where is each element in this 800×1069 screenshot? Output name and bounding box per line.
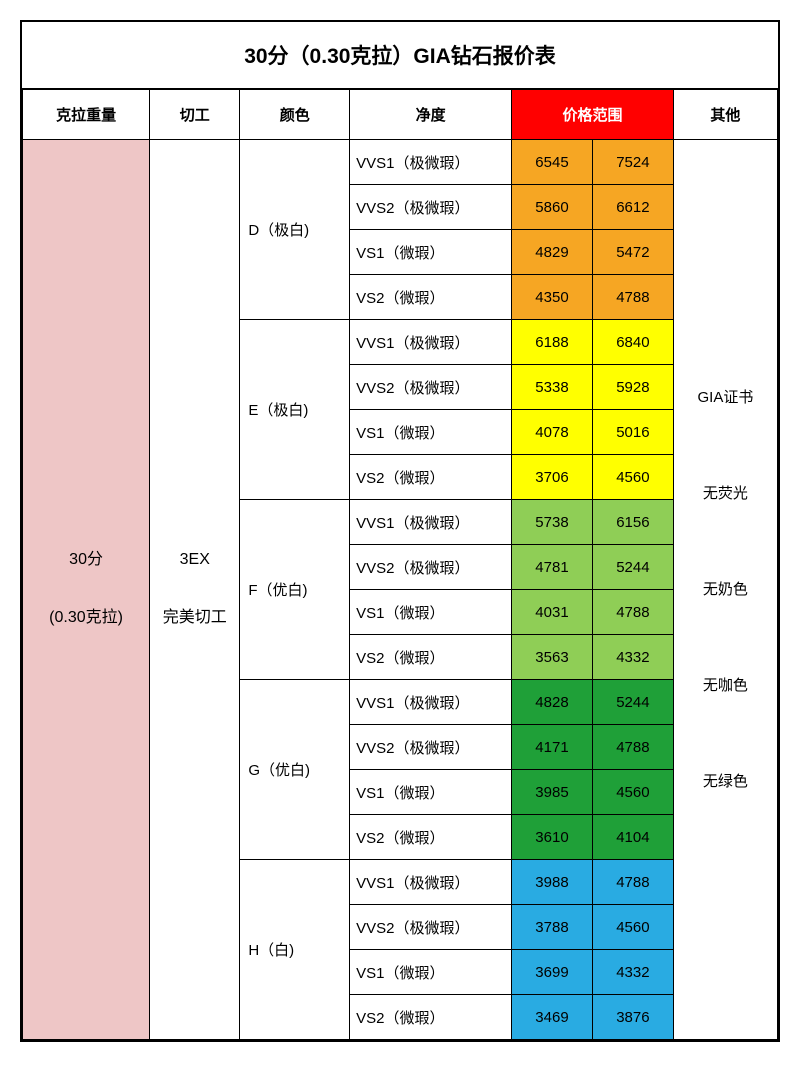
main-title: 30分（0.30克拉）GIA钻石报价表 [22, 22, 778, 89]
price-high: 4560 [592, 905, 673, 950]
header-price: 价格范围 [512, 90, 674, 140]
price-high: 5244 [592, 680, 673, 725]
price-low: 4829 [512, 230, 593, 275]
price-high: 5016 [592, 410, 673, 455]
price-low: 6545 [512, 140, 593, 185]
price-low: 3469 [512, 995, 593, 1040]
price-high: 4788 [592, 860, 673, 905]
price-low: 4828 [512, 680, 593, 725]
clarity-cell: VVS2（极微瑕） [350, 185, 512, 230]
carat-cell: 30分(0.30克拉) [23, 140, 150, 1040]
table-body: 30分(0.30克拉)3EX完美切工D（极白)VVS1（极微瑕）65457524… [23, 140, 778, 1040]
price-high: 4560 [592, 770, 673, 815]
price-low: 3563 [512, 635, 593, 680]
price-low: 3610 [512, 815, 593, 860]
price-high: 4560 [592, 455, 673, 500]
price-high: 6156 [592, 500, 673, 545]
price-high: 4332 [592, 950, 673, 995]
color-cell: D（极白) [240, 140, 350, 320]
price-high: 4332 [592, 635, 673, 680]
price-high: 4788 [592, 275, 673, 320]
clarity-cell: VVS2（极微瑕） [350, 545, 512, 590]
price-low: 3788 [512, 905, 593, 950]
price-high: 4104 [592, 815, 673, 860]
clarity-cell: VVS1（极微瑕） [350, 860, 512, 905]
price-low: 6188 [512, 320, 593, 365]
table-row: 30分(0.30克拉)3EX完美切工D（极白)VVS1（极微瑕）65457524… [23, 140, 778, 185]
price-high: 4788 [592, 590, 673, 635]
price-low: 5338 [512, 365, 593, 410]
clarity-cell: VVS1（极微瑕） [350, 500, 512, 545]
clarity-cell: VS1（微瑕） [350, 950, 512, 995]
price-high: 7524 [592, 140, 673, 185]
price-table-container: 30分（0.30克拉）GIA钻石报价表 克拉重量 切工 颜色 净度 价格范围 其… [20, 20, 780, 1042]
price-low: 4031 [512, 590, 593, 635]
price-low: 3985 [512, 770, 593, 815]
clarity-cell: VS2（微瑕） [350, 275, 512, 320]
price-low: 4350 [512, 275, 593, 320]
color-cell: G（优白) [240, 680, 350, 860]
header-color: 颜色 [240, 90, 350, 140]
price-high: 5244 [592, 545, 673, 590]
header-row: 克拉重量 切工 颜色 净度 价格范围 其他 [23, 90, 778, 140]
price-low: 4781 [512, 545, 593, 590]
price-high: 4788 [592, 725, 673, 770]
other-cell: GIA证书无荧光无奶色无咖色无绿色 [673, 140, 777, 1040]
color-cell: F（优白) [240, 500, 350, 680]
price-low: 4171 [512, 725, 593, 770]
clarity-cell: VS2（微瑕） [350, 635, 512, 680]
clarity-cell: VVS1（极微瑕） [350, 680, 512, 725]
price-table: 克拉重量 切工 颜色 净度 价格范围 其他 30分(0.30克拉)3EX完美切工… [22, 89, 778, 1040]
clarity-cell: VS2（微瑕） [350, 815, 512, 860]
header-clarity: 净度 [350, 90, 512, 140]
clarity-cell: VS1（微瑕） [350, 230, 512, 275]
price-low: 3699 [512, 950, 593, 995]
clarity-cell: VS2（微瑕） [350, 995, 512, 1040]
price-high: 5472 [592, 230, 673, 275]
price-low: 4078 [512, 410, 593, 455]
price-low: 5860 [512, 185, 593, 230]
color-cell: H（白) [240, 860, 350, 1040]
header-other: 其他 [673, 90, 777, 140]
clarity-cell: VVS2（极微瑕） [350, 905, 512, 950]
cut-cell: 3EX完美切工 [150, 140, 240, 1040]
clarity-cell: VS1（微瑕） [350, 770, 512, 815]
clarity-cell: VVS1（极微瑕） [350, 140, 512, 185]
clarity-cell: VVS2（极微瑕） [350, 725, 512, 770]
price-low: 5738 [512, 500, 593, 545]
price-high: 6612 [592, 185, 673, 230]
price-low: 3706 [512, 455, 593, 500]
clarity-cell: VS1（微瑕） [350, 410, 512, 455]
price-low: 3988 [512, 860, 593, 905]
clarity-cell: VS2（微瑕） [350, 455, 512, 500]
clarity-cell: VS1（微瑕） [350, 590, 512, 635]
clarity-cell: VVS1（极微瑕） [350, 320, 512, 365]
clarity-cell: VVS2（极微瑕） [350, 365, 512, 410]
price-high: 5928 [592, 365, 673, 410]
price-high: 3876 [592, 995, 673, 1040]
price-high: 6840 [592, 320, 673, 365]
header-cut: 切工 [150, 90, 240, 140]
header-carat: 克拉重量 [23, 90, 150, 140]
color-cell: E（极白) [240, 320, 350, 500]
